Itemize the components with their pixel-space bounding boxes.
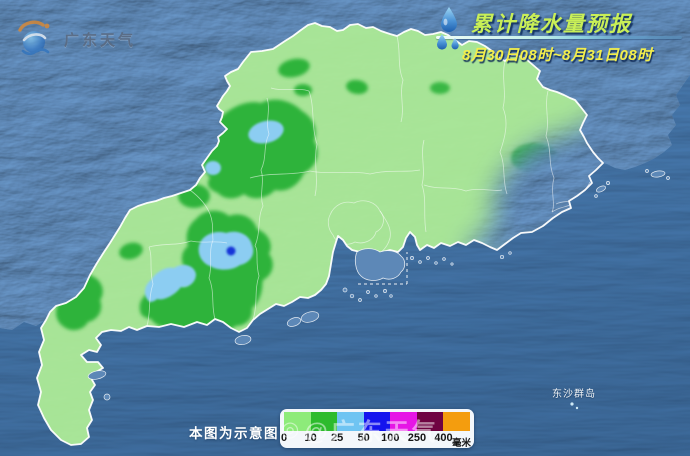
map-title: 累计降水量预报 xyxy=(471,13,632,36)
legend-swatch xyxy=(416,412,444,431)
raindrops-icon xyxy=(437,7,459,50)
island-label: 东沙群岛 xyxy=(552,389,596,400)
watermark: ◎ @广东天气 xyxy=(281,412,439,447)
light-rain-layer xyxy=(37,23,603,445)
brand-logo: 广东天气 xyxy=(14,18,136,60)
legend-tick: 50 xyxy=(357,432,370,444)
brand-logo-text: 广东天气 xyxy=(64,31,137,49)
title-divider xyxy=(436,36,682,39)
legend-swatch xyxy=(310,412,338,431)
legend-tick: 250 xyxy=(407,432,427,444)
watermark-text: @广东天气 xyxy=(304,419,439,446)
legend-ticks: 0 10 25 50 100 250 400 毫米 xyxy=(280,431,472,449)
legend-swatch xyxy=(443,412,471,431)
legend-swatch xyxy=(284,412,311,431)
legend-swatch xyxy=(363,412,391,431)
province-border xyxy=(36,22,604,446)
legend-swatches xyxy=(284,412,471,431)
dongsha-islands-icon xyxy=(570,402,579,410)
city-borders xyxy=(146,35,591,327)
legend-note: 本图为示意图 xyxy=(189,426,279,441)
legend-panel: 0 10 25 50 100 250 400 毫米 xyxy=(280,409,474,449)
weibo-icon: ◎ xyxy=(281,418,303,441)
legend-tick: 25 xyxy=(330,432,344,444)
legend-unit: 毫米 xyxy=(452,437,472,449)
legend-tick: 100 xyxy=(381,432,400,444)
legend-swatch xyxy=(390,412,417,431)
date-range: 8月30日08时~8月31日08时 xyxy=(462,47,653,64)
islands xyxy=(87,169,670,401)
hongkong-area xyxy=(354,248,408,285)
legend-tick: 400 xyxy=(434,432,453,444)
intense-rain-spot xyxy=(226,246,236,256)
title-block: 累计降水量预报 8月30日08时~8月31日08时 xyxy=(436,4,690,65)
legend-tick: 10 xyxy=(304,432,317,444)
legend-tick: 0 xyxy=(280,432,288,444)
legend-swatch xyxy=(337,412,364,431)
brand-logo-icon xyxy=(18,20,50,56)
sar-dashed-border xyxy=(358,252,408,285)
